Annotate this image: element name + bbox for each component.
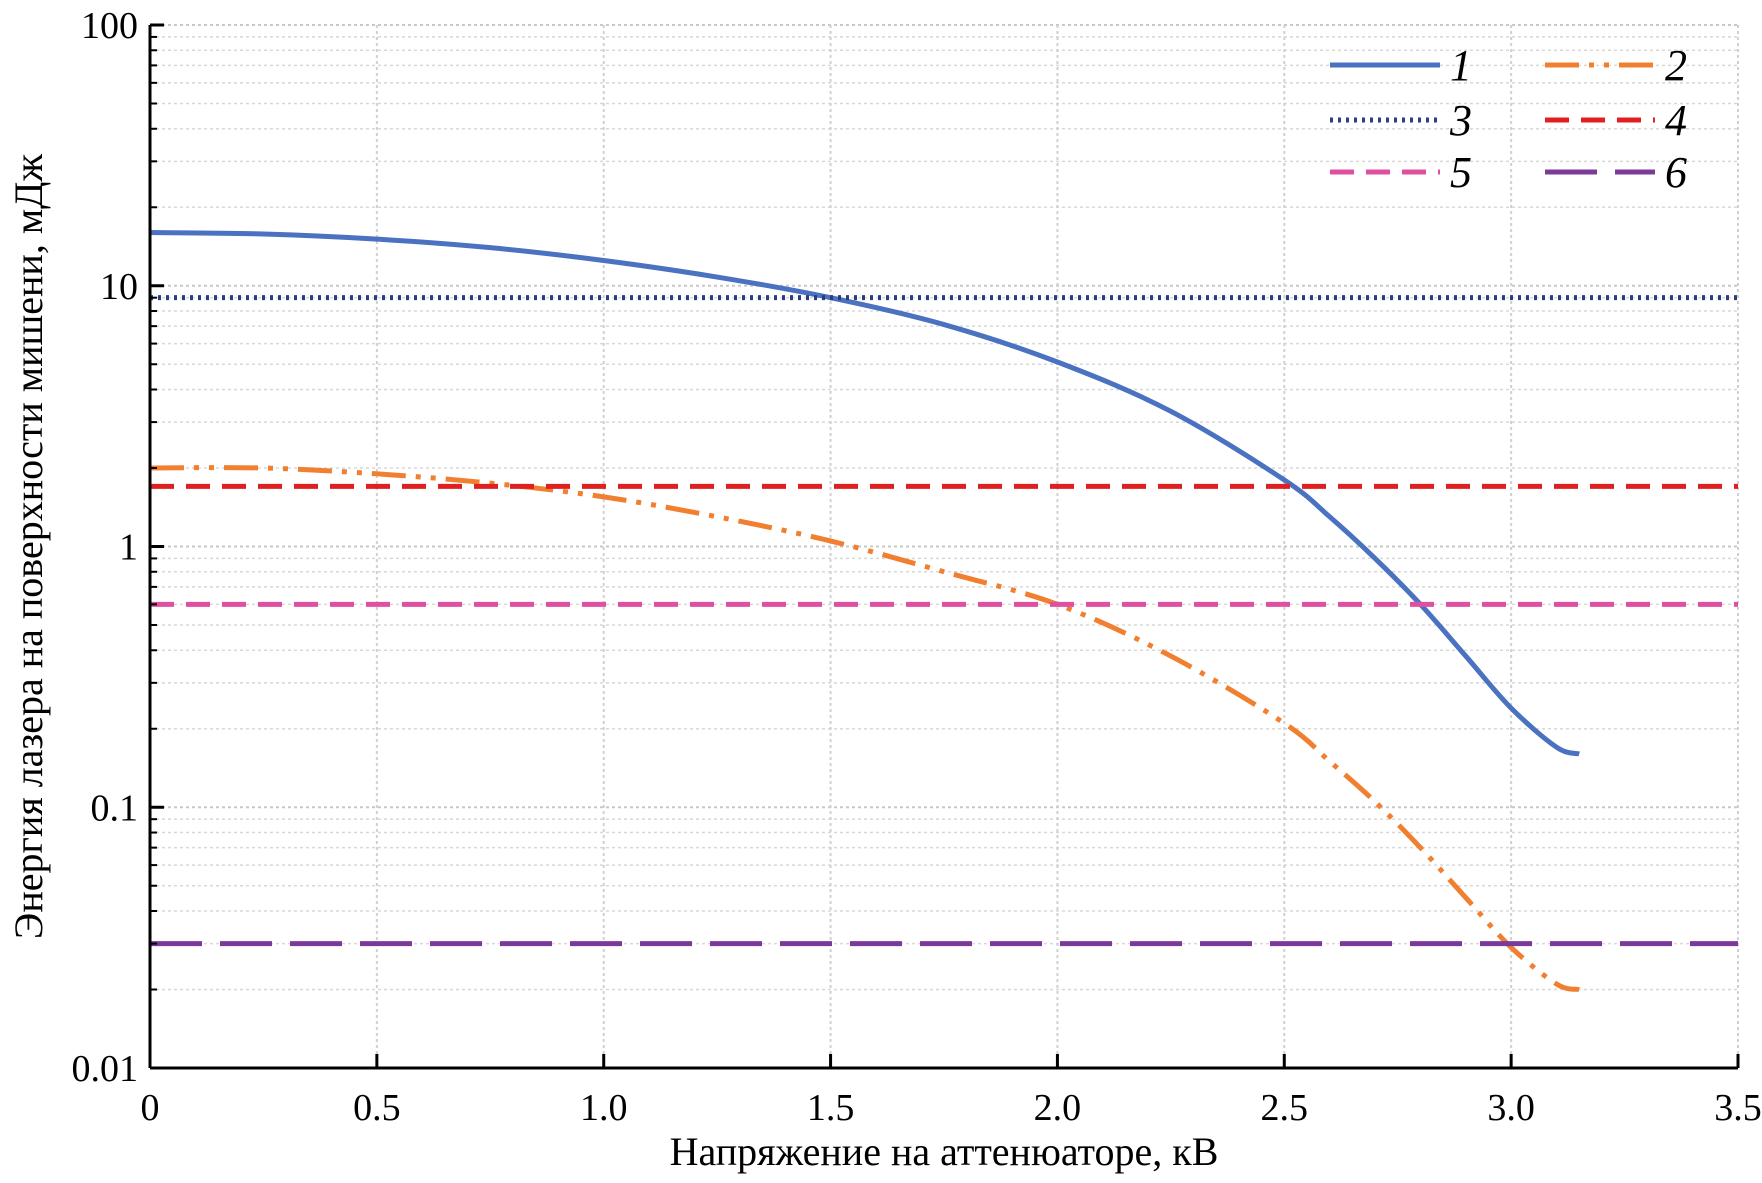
series-layer (149, 230, 1738, 992)
legend: 1 2 3 4 5 6 (1330, 41, 1687, 197)
legend-label-1: 1 (1450, 41, 1472, 90)
legend-label-2: 2 (1665, 41, 1687, 90)
x-tick-label: 3.5 (1714, 1087, 1762, 1129)
x-tick-label: 1.5 (807, 1087, 855, 1129)
grid (149, 24, 1739, 1069)
legend-label-4: 4 (1665, 96, 1687, 145)
y-tick-label: 0.1 (91, 787, 139, 829)
y-tick-label: 1 (119, 527, 138, 569)
x-tick-label: 1.0 (580, 1087, 628, 1129)
legend-label-3: 3 (1449, 96, 1472, 145)
legend-label-5: 5 (1450, 148, 1472, 197)
y-tick-label: 100 (81, 5, 138, 47)
series-line-1 (149, 230, 1580, 757)
y-tick-label: 0.01 (72, 1048, 139, 1090)
x-tick-label: 2.5 (1261, 1087, 1309, 1129)
x-tick-label: 2.0 (1034, 1087, 1082, 1129)
y-tick-label: 10 (100, 266, 138, 308)
x-axis-title: Напряжение на аттенюаторе, кВ (670, 1129, 1219, 1174)
x-tick-label: 3.0 (1487, 1087, 1535, 1129)
y-axis-title: Энергия лазера на поверхности мишени, мД… (6, 154, 51, 940)
x-tick-label: 0.5 (353, 1087, 401, 1129)
x-tick-label: 0 (141, 1087, 160, 1129)
legend-label-6: 6 (1665, 148, 1687, 197)
axes: 0 0.5 1.0 1.5 2.0 2.5 3.0 3.5 0.01 0.1 1 10 100 (72, 5, 1762, 1129)
